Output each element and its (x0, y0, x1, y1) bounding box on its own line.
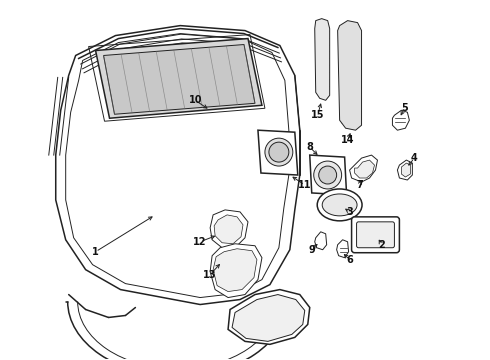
Polygon shape (337, 240, 348, 258)
Text: 9: 9 (308, 245, 315, 255)
Polygon shape (96, 39, 262, 118)
Text: 7: 7 (356, 180, 363, 190)
Polygon shape (210, 244, 262, 298)
Polygon shape (338, 21, 362, 130)
Ellipse shape (269, 142, 289, 162)
Polygon shape (349, 155, 377, 182)
Polygon shape (232, 294, 305, 341)
Polygon shape (258, 130, 298, 175)
Ellipse shape (318, 166, 337, 184)
Polygon shape (310, 155, 346, 195)
Ellipse shape (317, 189, 362, 221)
Polygon shape (56, 26, 300, 305)
Polygon shape (401, 163, 410, 177)
Text: 1: 1 (92, 247, 99, 257)
Polygon shape (315, 232, 327, 250)
Polygon shape (392, 110, 409, 130)
Ellipse shape (314, 161, 342, 189)
Polygon shape (210, 210, 248, 248)
Text: 8: 8 (306, 142, 313, 152)
Polygon shape (228, 289, 310, 345)
Text: 15: 15 (311, 110, 324, 120)
FancyBboxPatch shape (352, 217, 399, 253)
Text: 12: 12 (194, 237, 207, 247)
Text: 13: 13 (203, 270, 217, 280)
Polygon shape (214, 215, 243, 244)
Polygon shape (103, 45, 255, 114)
Ellipse shape (322, 194, 357, 216)
FancyBboxPatch shape (357, 222, 394, 248)
Polygon shape (355, 160, 374, 178)
Text: 6: 6 (346, 255, 353, 265)
Text: 3: 3 (346, 207, 353, 217)
Ellipse shape (265, 138, 293, 166)
Text: 2: 2 (378, 240, 385, 250)
Text: 11: 11 (298, 180, 312, 190)
Polygon shape (213, 249, 257, 292)
Text: 10: 10 (189, 95, 202, 105)
Polygon shape (397, 160, 413, 180)
Text: 5: 5 (401, 103, 408, 113)
Text: 4: 4 (411, 153, 417, 163)
Polygon shape (315, 19, 330, 100)
Text: 14: 14 (341, 135, 354, 145)
